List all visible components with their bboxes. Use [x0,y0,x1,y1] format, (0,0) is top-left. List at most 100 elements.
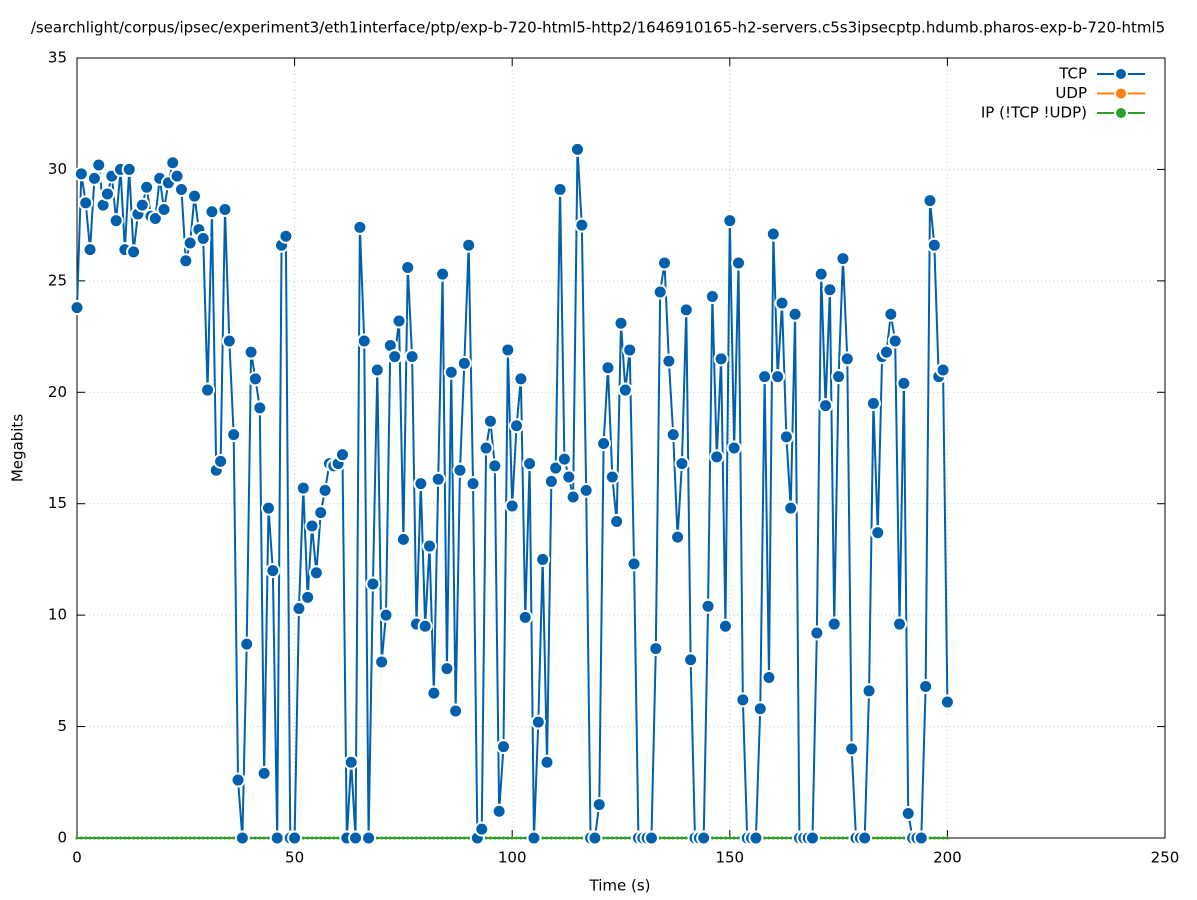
y-tick-label: 5 [57,717,67,735]
data-point [491,803,507,819]
data-point [578,482,594,498]
data-point [266,836,270,840]
data-point [432,836,436,840]
data-point [201,836,205,840]
data-point [813,266,829,282]
data-point [308,565,324,581]
data-point [295,480,311,496]
data-point [665,427,681,443]
data-point [510,836,514,840]
data-point [461,237,477,253]
data-point [522,456,538,472]
data-point [898,836,902,840]
data-point [900,805,916,821]
data-point [435,266,451,282]
data-point [752,701,768,717]
data-point [670,529,686,545]
data-point [845,836,849,840]
data-point [870,525,886,541]
data-point [230,772,246,788]
data-point [227,836,231,840]
data-point [291,600,307,616]
data-point [552,181,568,197]
data-point [91,157,107,173]
data-point [541,836,545,840]
data-point [352,219,368,235]
data-point [776,836,780,840]
data-point [217,202,233,218]
data-point [184,836,188,840]
data-point [430,471,446,487]
data-point [623,836,627,840]
data-point [893,836,897,840]
x-axis-label: Time (s) [589,877,651,895]
data-point [119,836,123,840]
data-point [737,836,741,840]
data-point [145,836,149,840]
data-point [657,255,673,271]
data-point [506,836,510,840]
data-point [200,382,216,398]
data-point [487,458,503,474]
data-point [445,836,449,840]
data-point [558,836,562,840]
data-point [684,836,688,840]
data-point [500,342,516,358]
data-point [767,836,771,840]
data-point [819,836,823,840]
data-point [617,382,633,398]
data-point [239,636,255,652]
plot-frame [76,57,1166,839]
data-point [839,351,855,367]
data-point [876,836,880,840]
data-point [771,836,775,840]
data-point [783,500,799,516]
data-point [789,836,793,840]
data-point [361,830,377,846]
data-point [787,306,803,322]
data-point [454,836,458,840]
data-point [397,836,401,840]
y-axis-label: Megabits [9,414,27,482]
data-point [327,836,331,840]
data-point [422,538,438,554]
data-point [865,395,881,411]
data-point [179,836,183,840]
data-point [648,641,664,657]
legend-marker [1114,86,1128,101]
data-point [545,836,549,840]
data-point [615,836,619,840]
data-point [726,440,742,456]
data-point [226,427,242,443]
data-point [441,836,445,840]
data-point [426,685,442,701]
data-point [606,836,610,840]
data-point [156,202,172,218]
data-point [780,836,784,840]
data-point [683,652,699,668]
data-point [182,235,198,251]
data-point [945,836,949,840]
data-point [680,836,684,840]
data-point [935,362,951,378]
data-point [97,836,101,840]
x-tick-label: 250 [1151,849,1180,867]
data-point [110,836,114,840]
data-point [69,300,85,316]
data-point [841,836,845,840]
data-point [719,836,723,840]
data-point [132,836,136,840]
data-point [223,836,227,840]
data-point [384,836,388,840]
data-point [663,836,667,840]
data-point [596,436,612,452]
data-point [717,618,733,634]
legend-label: TCP [1058,65,1087,83]
data-point [918,678,934,694]
data-point [317,482,333,498]
data-point [818,398,834,414]
data-point [387,349,403,365]
data-point [878,344,894,360]
data-point [731,255,747,271]
data-point [380,836,384,840]
